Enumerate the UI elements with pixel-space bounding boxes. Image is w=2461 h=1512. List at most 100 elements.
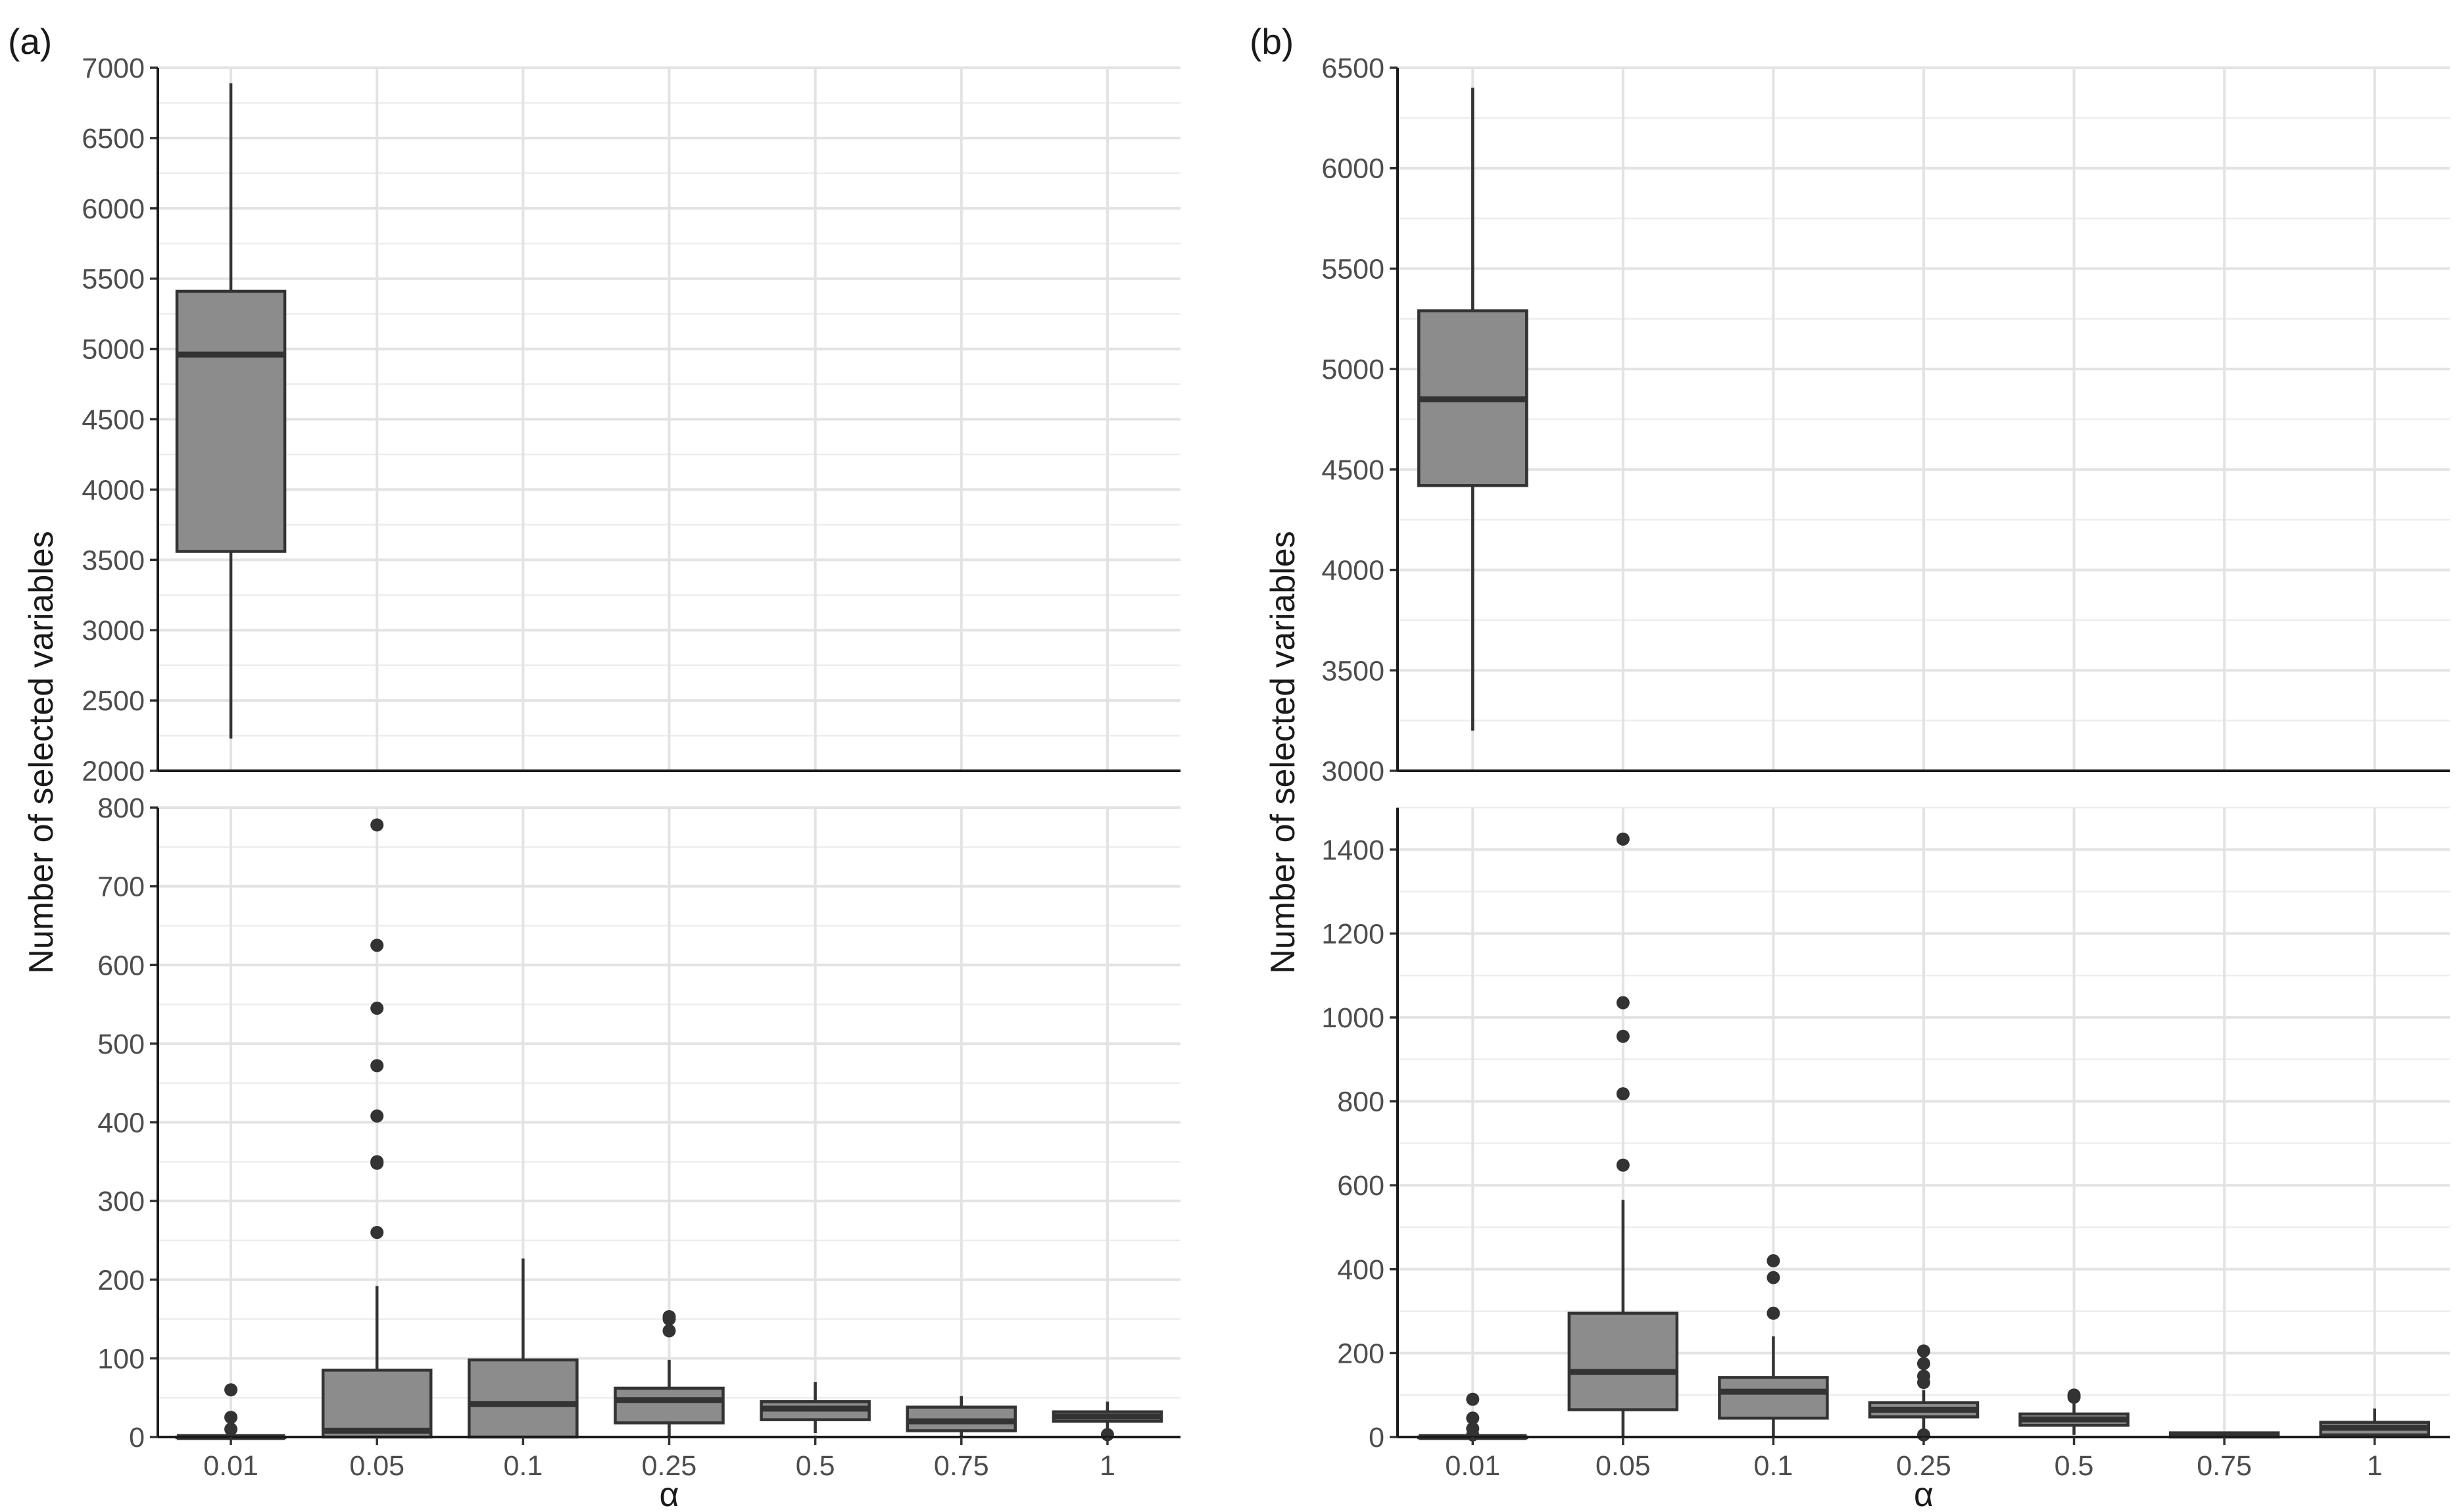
outlier-point	[370, 1225, 384, 1239]
y-tick-label: 1200	[1321, 918, 1384, 950]
x-tick-label: 0.05	[1596, 1450, 1651, 1482]
y-tick-label: 7000	[82, 53, 145, 84]
x-tick-label: 0.75	[934, 1450, 989, 1482]
box-0.5	[760, 1382, 871, 1434]
y-tick-label: 700	[97, 871, 145, 903]
segment-upper: 2000 2500 3000 3500 4000 4500 5000 5500 6000 6500…	[82, 53, 1181, 787]
outlier-point	[662, 1324, 676, 1338]
y-tick-label: 100	[97, 1343, 145, 1375]
outlier-point	[370, 1059, 384, 1073]
outlier-point	[1466, 1411, 1480, 1425]
x-tick-label: 0.01	[203, 1450, 258, 1482]
y-tick-label: 500	[97, 1029, 145, 1060]
y-axis-title: Number of selected variables	[1264, 531, 1302, 973]
y-tick-label: 1400	[1321, 835, 1384, 866]
outlier-point	[1917, 1344, 1930, 1358]
panel-b: (b) 3000 3500 4000 4500 5000 5500 6000 6500 0 200 4…	[1250, 21, 2450, 1512]
outlier-point	[370, 939, 384, 952]
panel-label: (b)	[1250, 21, 1294, 62]
y-axis-title: Number of selected variables	[22, 531, 61, 973]
outlier-point	[1767, 1254, 1780, 1268]
y-tick-label: 1000	[1321, 1002, 1384, 1034]
y-tick-label: 5000	[1321, 354, 1384, 385]
x-tick-label: 0.5	[2055, 1450, 2094, 1482]
box-0.25	[1868, 1344, 1980, 1442]
y-tick-label: 2500	[82, 685, 145, 717]
y-tick-label: 6000	[82, 193, 145, 225]
outlier-point	[224, 1411, 238, 1425]
y-tick-label: 5500	[1321, 253, 1384, 285]
x-tick-label: 0.5	[796, 1450, 835, 1482]
outlier-point	[1616, 996, 1630, 1010]
outlier-point	[370, 1155, 384, 1169]
outlier-point	[370, 1109, 384, 1123]
y-tick-label: 5500	[82, 264, 145, 295]
y-tick-label: 3000	[1321, 756, 1384, 787]
y-tick-label: 6500	[1321, 53, 1384, 84]
y-tick-label: 400	[1337, 1254, 1384, 1286]
y-tick-label: 4500	[1321, 454, 1384, 486]
y-tick-label: 4000	[82, 474, 145, 506]
outlier-point	[1616, 832, 1630, 846]
outlier-point	[662, 1309, 676, 1323]
y-tick-label: 800	[97, 793, 145, 824]
panel-a: (a)2000250030003500400045005000550060006…	[8, 21, 1181, 1512]
x-tick-label: 0.1	[1754, 1450, 1793, 1482]
outlier-point	[1616, 1158, 1630, 1172]
y-tick-label: 6500	[82, 123, 145, 155]
box-0.05	[321, 818, 433, 1439]
box-0.5	[2018, 1388, 2130, 1435]
x-tick-label: 0.05	[349, 1450, 404, 1482]
box-0.01	[1417, 87, 1528, 731]
outlier-point	[1466, 1392, 1480, 1406]
y-tick-label: 3000	[82, 615, 145, 646]
outlier-point	[224, 1383, 238, 1397]
x-tick-label: 0.01	[1445, 1450, 1500, 1482]
y-tick-label: 600	[97, 950, 145, 981]
segment-lower: 0 100 200 300 400 500 600 700 800	[97, 793, 1181, 1453]
y-tick-label: 3500	[1321, 655, 1384, 687]
y-tick-label: 800	[1337, 1086, 1384, 1118]
box-0.01	[1417, 1392, 1528, 1442]
y-tick-label: 4000	[1321, 555, 1384, 587]
x-tick-label: 0.75	[2197, 1450, 2252, 1482]
y-tick-label: 200	[97, 1265, 145, 1296]
outlier-point	[1616, 1087, 1630, 1101]
box-0.75	[906, 1396, 1017, 1437]
box-body	[1567, 1311, 1679, 1411]
y-tick-label: 600	[1337, 1170, 1384, 1202]
outlier-point	[224, 1423, 238, 1436]
box-body	[614, 1386, 725, 1425]
x-tick-label: 1	[1100, 1450, 1115, 1482]
x-tick-label: 0.25	[642, 1450, 697, 1482]
x-axis-title: α	[1914, 1476, 1934, 1512]
y-tick-label: 5000	[82, 334, 145, 366]
box-body	[468, 1358, 579, 1439]
box-0.1	[468, 1258, 579, 1439]
box-1	[1052, 1402, 1163, 1442]
box-body	[175, 289, 287, 553]
outlier-point	[1767, 1306, 1780, 1320]
box-0.1	[1718, 1254, 1829, 1437]
box-0.25	[614, 1309, 725, 1437]
box-body	[1718, 1376, 1829, 1420]
outlier-point	[1917, 1357, 1930, 1371]
outlier-point	[1917, 1369, 1930, 1383]
x-tick-label: 0.1	[503, 1450, 543, 1482]
y-tick-label: 4500	[82, 404, 145, 436]
y-tick-label: 300	[97, 1186, 145, 1217]
outlier-point	[370, 1002, 384, 1015]
x-tick-label: 1	[2367, 1450, 2383, 1482]
box-1	[2319, 1408, 2430, 1437]
x-tick-label: 0.25	[1896, 1450, 1951, 1482]
outlier-point	[2067, 1388, 2081, 1402]
box-0.01	[175, 83, 287, 739]
y-tick-label: 0	[1369, 1422, 1384, 1453]
outlier-point	[1616, 1029, 1630, 1043]
x-axis-title: α	[659, 1476, 679, 1512]
y-tick-label: 2000	[82, 756, 145, 787]
y-tick-label: 0	[129, 1422, 145, 1453]
segment-lower: 0 200 400 600 800 1000 1200 1400	[1321, 806, 2450, 1453]
y-tick-label: 6000	[1321, 153, 1384, 185]
